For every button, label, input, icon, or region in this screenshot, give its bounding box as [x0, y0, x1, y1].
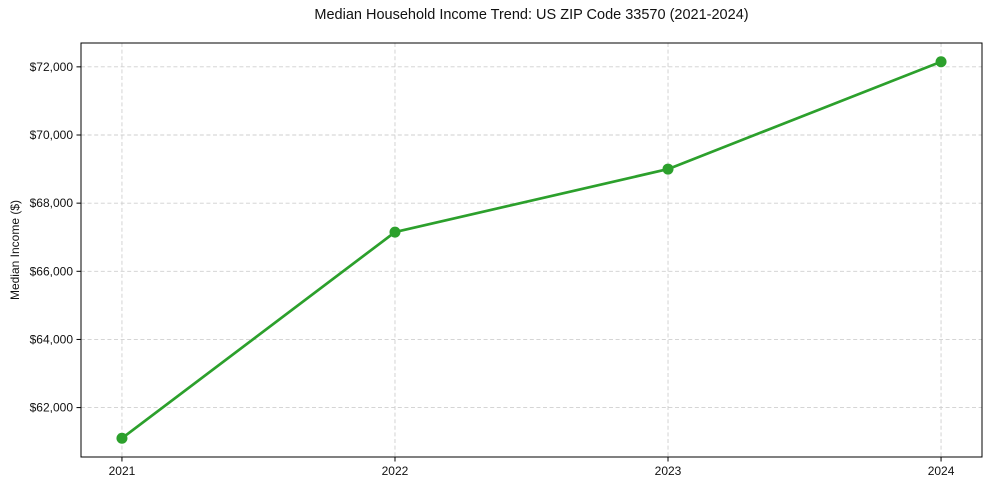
x-tick-label-2021: 2021: [109, 464, 136, 478]
y-tick-label-$66,000: $66,000: [30, 264, 74, 278]
series-line-median-income: [120, 60, 943, 440]
plot-border: [80, 42, 983, 458]
y-tick-label-$70,000: $70,000: [30, 128, 74, 142]
x-tick-label-2024: 2024: [928, 464, 955, 478]
y-tick-label-$68,000: $68,000: [30, 196, 74, 210]
data-point-2023: [662, 163, 674, 175]
y-tick-label-$64,000: $64,000: [30, 332, 74, 346]
chart-title: Median Household Income Trend: US ZIP Co…: [314, 7, 749, 23]
data-point-2021: [116, 432, 128, 444]
y-axis-label: Median Income ($): [8, 199, 22, 301]
y-tick-label-$62,000: $62,000: [30, 401, 74, 415]
data-point-2022: [389, 226, 401, 238]
data-point-2024: [935, 56, 947, 68]
x-tick-label-2022: 2022: [382, 464, 409, 478]
x-tick-label-2023: 2023: [655, 464, 682, 478]
y-tick-label-$72,000: $72,000: [30, 60, 74, 74]
